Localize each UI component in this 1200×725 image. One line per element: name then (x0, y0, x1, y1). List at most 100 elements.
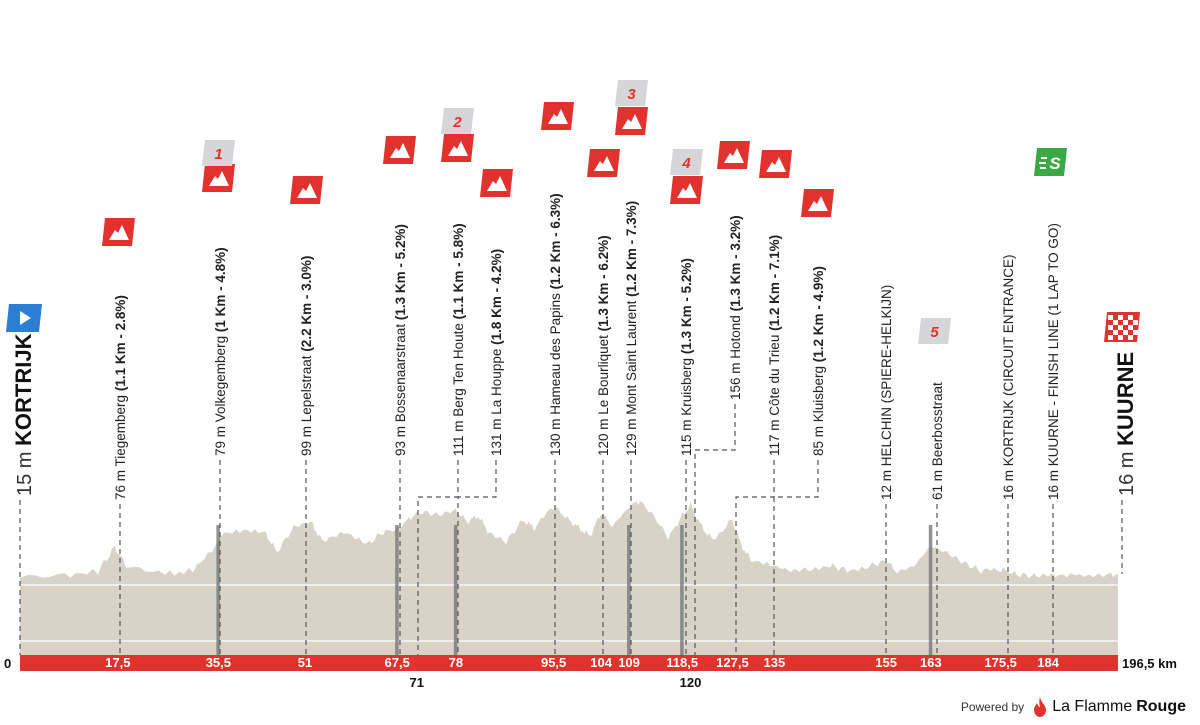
poi-name: KORTRIJK (CIRCUIT ENTRANCE) (1001, 254, 1016, 466)
poi-name: Mont Saint Laurent (624, 300, 639, 414)
poi-altitude: 129 m (624, 415, 639, 456)
poi-name: Beerbosstraat (930, 382, 945, 466)
poi-label: 120 m Le Bourliquet (1.3 Km - 6.2%) (596, 235, 611, 456)
climb-flag-icon (541, 102, 574, 130)
checker-square (1123, 320, 1128, 325)
poi-name: Côte du Trieu (767, 335, 782, 416)
km-tick-label: 104 (590, 655, 612, 670)
km-tick-label: 184 (1037, 655, 1059, 670)
poi-name: La Houppe (489, 349, 504, 415)
cobble-badge-shape (615, 80, 648, 106)
checker-square (1133, 330, 1138, 335)
climb-flag-icon (717, 141, 750, 169)
poi-name: KUURNE - FINISH LINE (1 LAP TO GO) (1046, 223, 1061, 466)
start-finish: 15 m KORTRIJK 16 m KUURNE (6, 304, 1140, 655)
poi-label: 76 m Tiegemberg (1.1 Km - 2.8%) (113, 295, 128, 500)
poi-label: 79 m Volkegemberg (1 Km - 4.8%) (213, 247, 228, 456)
mountain-glyph (448, 141, 468, 156)
km-tick-label: 35,5 (206, 655, 231, 670)
poi-altitude: 120 m (596, 415, 611, 456)
km-tick-label: 67,5 (385, 655, 410, 670)
km-tick-label: 109 (618, 655, 640, 670)
finish-altitude: 16 m (1116, 446, 1138, 496)
axis-band (20, 655, 1118, 671)
poi-label: 130 m Hameau des Papins (1.2 Km - 6.3%) (548, 193, 563, 456)
poi-detail: (1.3 Km - 5.2%) (679, 258, 694, 358)
checker-square (1123, 330, 1128, 335)
leader-lines (119, 404, 1054, 655)
poi-detail: (1.3 Km - 6.2%) (596, 235, 611, 335)
checker-square (1118, 335, 1123, 340)
km-tick-label: 118,5 (666, 655, 698, 670)
poi-detail: (1.2 Km - 7.1%) (767, 235, 782, 335)
mountain-glyph (808, 196, 828, 211)
poi-label: 93 m Bossenaarstraat (1.3 Km - 5.2%) (393, 224, 408, 456)
poi-label: 115 m Kruisberg (1.3 Km - 5.2%) (679, 258, 694, 456)
leader-line (457, 460, 497, 655)
km-tick-label: 127,5 (716, 655, 749, 670)
poi-label: 61 m Beerbosstraat (930, 382, 945, 500)
cobble-sector-number: 5 (930, 324, 939, 341)
cobble-badge-shape (670, 149, 703, 175)
brand-name-a: La Flamme (1052, 698, 1133, 715)
checker-square (1108, 335, 1113, 340)
poi-altitude: 156 m (728, 359, 743, 400)
powered-by: Powered by La Flamme Rouge (961, 697, 1186, 717)
cobble-sector-badge: 4 (670, 149, 703, 175)
play-glyph (20, 311, 31, 325)
poi-label: 131 m La Houppe (1.8 Km - 4.2%) (489, 249, 504, 456)
cobble-sector-badge: 3 (615, 80, 648, 106)
distance-axis-band: 0 196,5 km 17,5 35,5 51 67,5 78 95,5 104 109 118,5… (4, 655, 1177, 690)
poi-name: Lepelstraat (299, 355, 314, 422)
mountain-glyph (390, 143, 410, 158)
km-tick-label: 155 (875, 655, 897, 670)
checker-square (1118, 325, 1123, 330)
climb-flag-icon (587, 149, 620, 177)
mountain-glyph (109, 225, 129, 240)
poi-label: 129 m Mont Saint Laurent (1.2 Km - 7.3%) (624, 201, 639, 456)
poi-name: Le Bourliquet (596, 335, 611, 415)
start-name: KORTRIJK (11, 333, 36, 446)
flame-icon (1034, 697, 1047, 717)
poi-labels: 76 m Tiegemberg (1.1 Km - 2.8%) 79 m Volk… (113, 193, 1061, 500)
poi-altitude: 12 m (879, 466, 894, 500)
leader-line (773, 460, 819, 655)
km-tick-label: 135 (763, 655, 785, 670)
mountain-glyph (297, 183, 317, 198)
climb-flag-icon (759, 150, 792, 178)
poi-name: Bossenaarstraat (393, 324, 408, 423)
axis-zero-label: 0 (4, 656, 11, 671)
start-altitude: 15 m (14, 446, 36, 496)
checker-square (1108, 315, 1113, 320)
checker-square (1118, 315, 1123, 320)
climb-flag-icon (670, 176, 703, 204)
cobble-sector-strip (216, 525, 220, 655)
cobble-sector-strip (395, 525, 399, 655)
finish-name: KUURNE (1113, 352, 1138, 446)
terrain-layer (20, 501, 1118, 655)
climb-flag-icon (480, 169, 513, 197)
poi-altitude: 99 m (299, 422, 314, 456)
poi-altitude: 115 m (679, 416, 694, 456)
poi-detail: (1.3 Km - 3.2%) (728, 215, 743, 315)
powered-by-text: Powered by (960, 700, 1025, 714)
poi-label: 111 m Berg Ten Houte (1.1 Km - 5.8%) (451, 223, 466, 456)
poi-label: 156 m Hotond (1.3 Km - 3.2%) (728, 215, 743, 400)
poi-altitude: 131 m (489, 415, 504, 456)
poi-detail: (2.2 Km - 3.0%) (299, 256, 314, 356)
cobble-badge-shape (202, 140, 235, 166)
climb-flag-icon (801, 189, 834, 217)
poi-altitude: 111 m (451, 417, 466, 456)
poi-detail: (1.3 Km - 5.2%) (393, 224, 408, 324)
poi-icons: 1 2 3 4 5 S (102, 80, 1067, 344)
poi-detail: (1.1 Km - 5.8%) (451, 223, 466, 323)
poi-name: Hotond (728, 315, 743, 359)
poi-name: Volkegemberg (213, 336, 228, 422)
poi-altitude: 76 m (113, 466, 128, 500)
cobble-sector-strip (453, 525, 458, 655)
checker-square (1128, 335, 1133, 340)
climb-flag-icon (102, 218, 135, 246)
poi-name: Kruisberg (679, 358, 694, 416)
poi-altitude: 79 m (213, 422, 228, 456)
cobble-sector-number: 3 (627, 86, 636, 103)
